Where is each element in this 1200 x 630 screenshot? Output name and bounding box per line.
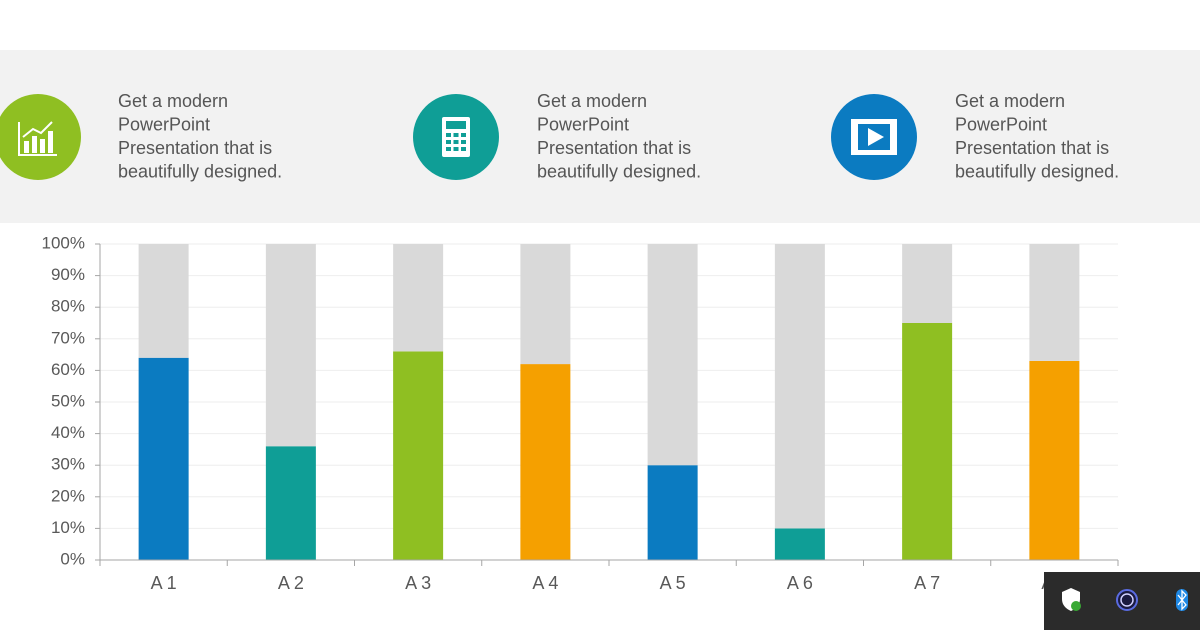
chart-icon (18, 121, 57, 156)
y-tick-label: 10% (51, 518, 85, 537)
feature-text: beautifully designed. (537, 161, 701, 181)
y-tick-label: 90% (51, 265, 85, 284)
bar-segment (647, 465, 698, 560)
bar-segment (520, 364, 571, 560)
y-tick-label: 100% (42, 233, 85, 252)
x-tick-label: A 3 (405, 573, 431, 593)
app-icon[interactable] (1116, 589, 1138, 611)
header-band (0, 50, 1200, 223)
y-tick-label: 60% (51, 360, 85, 379)
feature-icons (18, 117, 897, 157)
bar-segment (393, 351, 444, 560)
feature-text: PowerPoint (537, 114, 629, 134)
chart: 0% 10% 20% 30% 40% 50% 60% 70% 80% 90% 100% A 1 A 2 A… (42, 233, 1119, 593)
feature-text: PowerPoint (118, 114, 210, 134)
bar-segment (774, 244, 825, 529)
feature-text: Presentation that is (118, 138, 272, 158)
bar-segment (1029, 244, 1080, 361)
feature-text: PowerPoint (955, 114, 1047, 134)
bar-segment (265, 446, 316, 560)
bar-segment (520, 244, 571, 365)
bar-segment (393, 244, 444, 352)
x-tick-label: A 2 (278, 573, 304, 593)
calculator-icon (442, 117, 470, 157)
feature-text: Presentation that is (955, 138, 1109, 158)
bar-segment (138, 244, 189, 358)
bar-segment (138, 357, 189, 560)
feature-text: Presentation that is (537, 138, 691, 158)
y-tick-label: 20% (51, 486, 85, 505)
feature-text: beautifully designed. (118, 161, 282, 181)
x-tick-label: A 4 (532, 573, 558, 593)
x-tick-label: A 1 (151, 573, 177, 593)
bluetooth-glyph (1177, 589, 1187, 611)
feature-text: Get a modern (955, 91, 1065, 111)
y-tick-label: 70% (51, 328, 85, 347)
y-tick-label: 0% (60, 549, 85, 568)
bar-segment (647, 244, 698, 466)
y-tick-label: 80% (51, 297, 85, 316)
x-tick-label: A 5 (660, 573, 686, 593)
app-icon-ring (1120, 593, 1134, 607)
y-tick-label: 30% (51, 455, 85, 474)
bar-segment (774, 528, 825, 560)
x-tick-label: A 6 (787, 573, 813, 593)
taskbar (1044, 572, 1200, 630)
bar-segment (902, 244, 953, 323)
bar-segment (902, 323, 953, 560)
feature-text: beautifully designed. (955, 161, 1119, 181)
bar-segment (1029, 360, 1080, 560)
y-tick-label: 50% (51, 391, 85, 410)
security-badge (1071, 601, 1081, 611)
y-tick-label: 40% (51, 423, 85, 442)
video-icon (851, 119, 897, 155)
feature-text: Get a modern (118, 91, 228, 111)
bar-segment (265, 244, 316, 447)
feature-circle (0, 94, 81, 180)
feature-text: Get a modern (537, 91, 647, 111)
x-tick-label: A 7 (914, 573, 940, 593)
